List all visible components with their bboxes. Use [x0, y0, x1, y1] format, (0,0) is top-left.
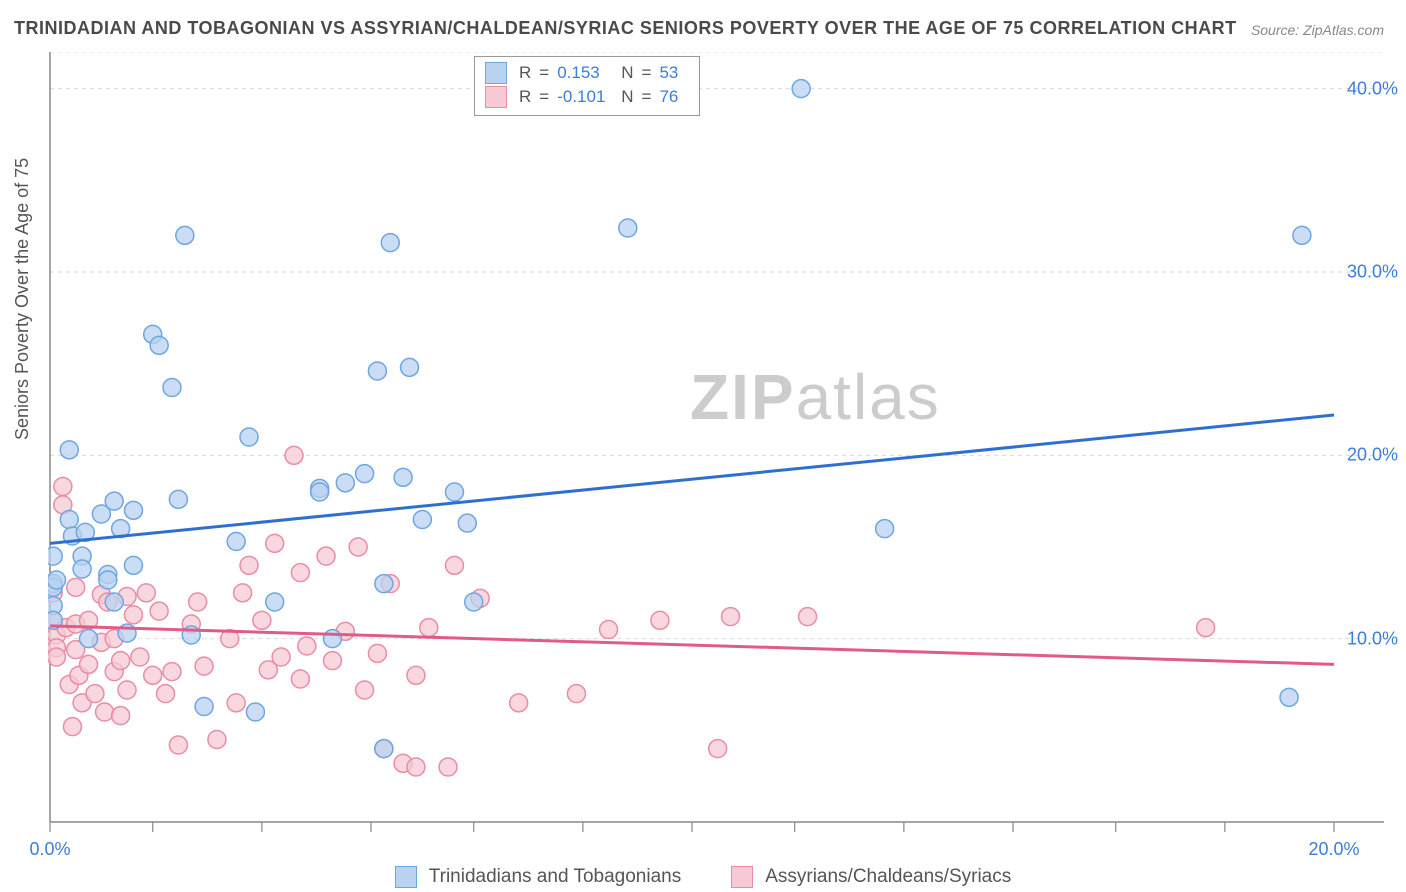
swatch-trinidad	[395, 866, 417, 888]
scatter-chart	[48, 52, 1388, 832]
legend-label: Assyrians/Chaldeans/Syriacs	[765, 866, 1011, 888]
r-value: -0.101	[557, 87, 613, 107]
legend-label: Trinidadians and Tobagonians	[429, 866, 681, 888]
legend-item-trinidad: Trinidadians and Tobagonians	[395, 866, 681, 888]
y-tick-label: 20.0%	[1347, 445, 1398, 466]
chart-area	[48, 52, 1388, 832]
y-tick-label: 30.0%	[1347, 262, 1398, 283]
source-label: Source: ZipAtlas.com	[1251, 22, 1384, 38]
y-axis-label: Seniors Poverty Over the Age of 75	[12, 158, 33, 440]
correlation-legend: R = 0.153 N = 53 R = -0.101 N = 76	[474, 56, 700, 116]
r-value: 0.153	[557, 63, 613, 83]
swatch-trinidad	[485, 62, 507, 84]
x-tick-label: 0.0%	[29, 839, 70, 860]
legend-row-assyrian: R = -0.101 N = 76	[485, 85, 689, 109]
y-tick-label: 10.0%	[1347, 628, 1398, 649]
chart-title: TRINIDADIAN AND TOBAGONIAN VS ASSYRIAN/C…	[14, 18, 1237, 39]
y-tick-label: 40.0%	[1347, 78, 1398, 99]
n-value: 76	[659, 87, 689, 107]
series-legend: Trinidadians and Tobagonians Assyrians/C…	[0, 866, 1406, 888]
legend-row-trinidad: R = 0.153 N = 53	[485, 61, 689, 85]
swatch-assyrian	[731, 866, 753, 888]
n-value: 53	[659, 63, 689, 83]
x-tick-label: 20.0%	[1308, 839, 1359, 860]
swatch-assyrian	[485, 86, 507, 108]
legend-item-assyrian: Assyrians/Chaldeans/Syriacs	[731, 866, 1011, 888]
